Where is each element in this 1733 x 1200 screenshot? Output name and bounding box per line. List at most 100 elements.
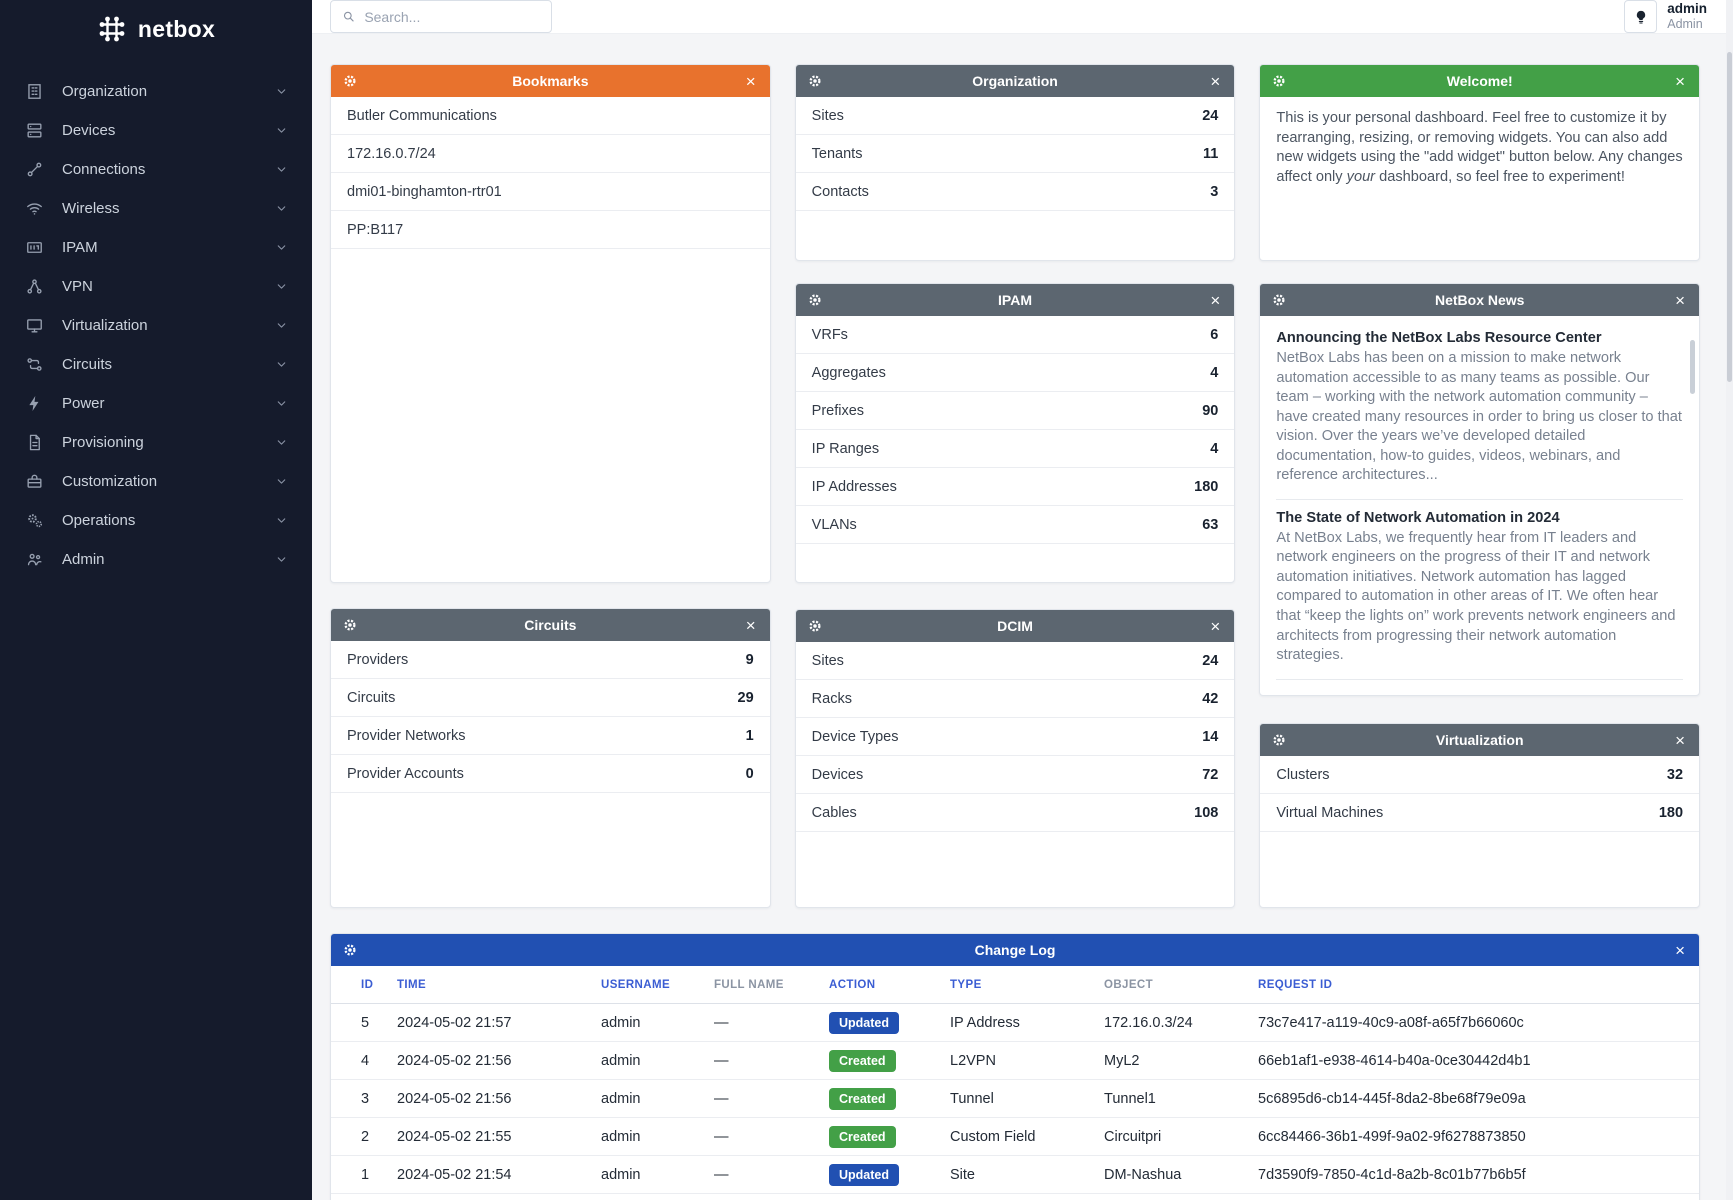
- table-row: 5 2024-05-02 21:57 admin — Updated IP Ad…: [331, 1003, 1699, 1042]
- close-icon[interactable]: ×: [1210, 290, 1221, 310]
- stat-label[interactable]: Contacts: [811, 183, 869, 200]
- close-icon[interactable]: ×: [1675, 290, 1686, 310]
- gear-icon[interactable]: [808, 619, 822, 633]
- changelog-object[interactable]: MyL2: [1104, 1041, 1258, 1080]
- gear-icon[interactable]: [1272, 733, 1286, 747]
- changelog-id[interactable]: 4: [331, 1041, 397, 1080]
- changelog-object[interactable]: DM-Nashua: [1104, 1155, 1258, 1194]
- news-headline[interactable]: The State of Network Automation in 2024: [1276, 509, 1560, 526]
- column-header-username[interactable]: USERNAME: [601, 966, 714, 1004]
- stat-label[interactable]: Sites: [811, 652, 844, 669]
- stat-label[interactable]: Devices: [811, 766, 864, 783]
- stat-label[interactable]: IP Addresses: [811, 478, 897, 495]
- stat-label[interactable]: Cables: [811, 804, 857, 821]
- changelog-id[interactable]: 5: [331, 1003, 397, 1042]
- column-header-request-id[interactable]: REQUEST ID: [1258, 966, 1699, 1004]
- changelog-request-id[interactable]: 66eb1af1-e938-4614-b40a-0ce30442d4b1: [1258, 1041, 1699, 1080]
- news-item: The State of Network Automation in 2024 …: [1276, 500, 1684, 680]
- sidebar-item-power[interactable]: Power: [0, 384, 312, 423]
- stat-label[interactable]: Providers: [347, 651, 409, 668]
- user-meta[interactable]: admin Admin: [1667, 1, 1707, 33]
- close-icon[interactable]: ×: [1210, 71, 1221, 91]
- sidebar-item-wireless[interactable]: Wireless: [0, 189, 312, 228]
- changelog-id[interactable]: 1: [331, 1155, 397, 1194]
- sidebar-item-operations[interactable]: Operations: [0, 501, 312, 540]
- stat-value: 0: [745, 765, 754, 782]
- close-icon[interactable]: ×: [1675, 71, 1686, 91]
- changelog-object[interactable]: Tunnel1: [1104, 1079, 1258, 1118]
- changelog-time[interactable]: 2024-05-02 21:57: [397, 1003, 601, 1042]
- changelog-time[interactable]: 2024-05-02 21:54: [397, 1155, 601, 1194]
- changelog-id[interactable]: 2: [331, 1117, 397, 1156]
- stat-row: Circuits 29: [331, 679, 770, 717]
- theme-toggle-button[interactable]: [1624, 0, 1658, 33]
- close-icon[interactable]: ×: [1675, 730, 1686, 750]
- sidebar-item-organization[interactable]: Organization: [0, 72, 312, 111]
- changelog-object[interactable]: 172.16.0.3/24: [1104, 1003, 1258, 1042]
- column-header-type[interactable]: TYPE: [950, 966, 1104, 1004]
- gear-icon[interactable]: [343, 618, 357, 632]
- stat-label[interactable]: Sites: [811, 107, 844, 124]
- lightbulb-icon: [1636, 10, 1645, 24]
- changelog-request-id[interactable]: 73c7e417-a119-40c9-a08f-a65f7b66060c: [1258, 1003, 1699, 1042]
- close-icon[interactable]: ×: [745, 71, 756, 91]
- stat-label[interactable]: Racks: [811, 690, 852, 707]
- sidebar-item-connections[interactable]: Connections: [0, 150, 312, 189]
- sidebar-item-ipam[interactable]: IPAM: [0, 228, 312, 267]
- gear-icon[interactable]: [808, 293, 822, 307]
- close-icon[interactable]: ×: [1210, 616, 1221, 636]
- gear-icon[interactable]: [343, 74, 357, 88]
- changelog-action: Updated: [829, 1003, 950, 1042]
- news-scrollbar-thumb[interactable]: [1690, 340, 1696, 394]
- column-header-id[interactable]: ID: [331, 966, 397, 1004]
- stat-label[interactable]: Prefixes: [811, 402, 865, 419]
- changelog-request-id[interactable]: 7d3590f9-7850-4c1d-8a2b-8c01b77b6b5f: [1258, 1155, 1699, 1194]
- stat-label[interactable]: VRFs: [811, 326, 848, 343]
- changelog-type: Tunnel: [950, 1079, 1104, 1118]
- column-header-time[interactable]: TIME: [397, 966, 601, 1004]
- changelog-id[interactable]: 3: [331, 1079, 397, 1118]
- stat-row: Virtual Machines 180: [1260, 794, 1700, 832]
- stat-label[interactable]: VLANs: [811, 516, 857, 533]
- search-input[interactable]: [364, 8, 540, 25]
- bookmark-item[interactable]: PP:B117: [331, 211, 770, 249]
- stat-label[interactable]: Provider Networks: [347, 727, 466, 744]
- changelog-time[interactable]: 2024-05-02 21:55: [397, 1117, 601, 1156]
- changelog-request-id[interactable]: 6cc84466-36b1-499f-9a02-9f6278873850: [1258, 1117, 1699, 1156]
- sidebar-item-devices[interactable]: Devices: [0, 111, 312, 150]
- sidebar-item-customization[interactable]: Customization: [0, 462, 312, 501]
- changelog-time[interactable]: 2024-05-02 21:56: [397, 1041, 601, 1080]
- sidebar-item-provisioning[interactable]: Provisioning: [0, 423, 312, 462]
- gear-icon[interactable]: [808, 74, 822, 88]
- bookmark-item[interactable]: 172.16.0.7/24: [331, 135, 770, 173]
- stat-label[interactable]: Virtual Machines: [1276, 804, 1384, 821]
- stat-label[interactable]: Aggregates: [811, 364, 886, 381]
- close-icon[interactable]: ×: [745, 615, 756, 635]
- page-scrollbar-thumb[interactable]: [1727, 52, 1732, 382]
- stat-label[interactable]: Provider Accounts: [347, 765, 464, 782]
- news-headline[interactable]: Announcing the NetBox Labs Resource Cent…: [1276, 330, 1602, 346]
- stat-label[interactable]: Device Types: [811, 728, 899, 745]
- page-scrollbar: [1726, 0, 1733, 1200]
- netbox-logo[interactable]: netbox: [0, 0, 312, 58]
- changelog-time[interactable]: 2024-05-02 21:56: [397, 1079, 601, 1118]
- gear-icon[interactable]: [1272, 293, 1286, 307]
- stat-label[interactable]: IP Ranges: [811, 440, 880, 457]
- sidebar-item-admin[interactable]: Admin: [0, 540, 312, 579]
- bookmark-item[interactable]: Butler Communications: [331, 97, 770, 135]
- stat-label[interactable]: Clusters: [1276, 766, 1330, 783]
- sidebar-item-virtualization[interactable]: Virtualization: [0, 306, 312, 345]
- close-icon[interactable]: ×: [1675, 940, 1685, 960]
- column-header-action[interactable]: ACTION: [829, 966, 950, 1004]
- sidebar-item-vpn[interactable]: VPN: [0, 267, 312, 306]
- gear-icon[interactable]: [1272, 74, 1286, 88]
- widget-welcome: Welcome! × This is your personal dashboa…: [1259, 64, 1701, 261]
- changelog-request-id[interactable]: 5c6895d6-cb14-445f-8da2-8be68f79e09a: [1258, 1079, 1699, 1118]
- gear-icon[interactable]: [343, 943, 357, 957]
- changelog-object[interactable]: Circuitpri: [1104, 1117, 1258, 1156]
- bookmark-item[interactable]: dmi01-binghamton-rtr01: [331, 173, 770, 211]
- stat-label[interactable]: Circuits: [347, 689, 396, 706]
- sidebar-item-circuits[interactable]: Circuits: [0, 345, 312, 384]
- chevron-down-icon: [275, 85, 288, 98]
- stat-label[interactable]: Tenants: [811, 145, 863, 162]
